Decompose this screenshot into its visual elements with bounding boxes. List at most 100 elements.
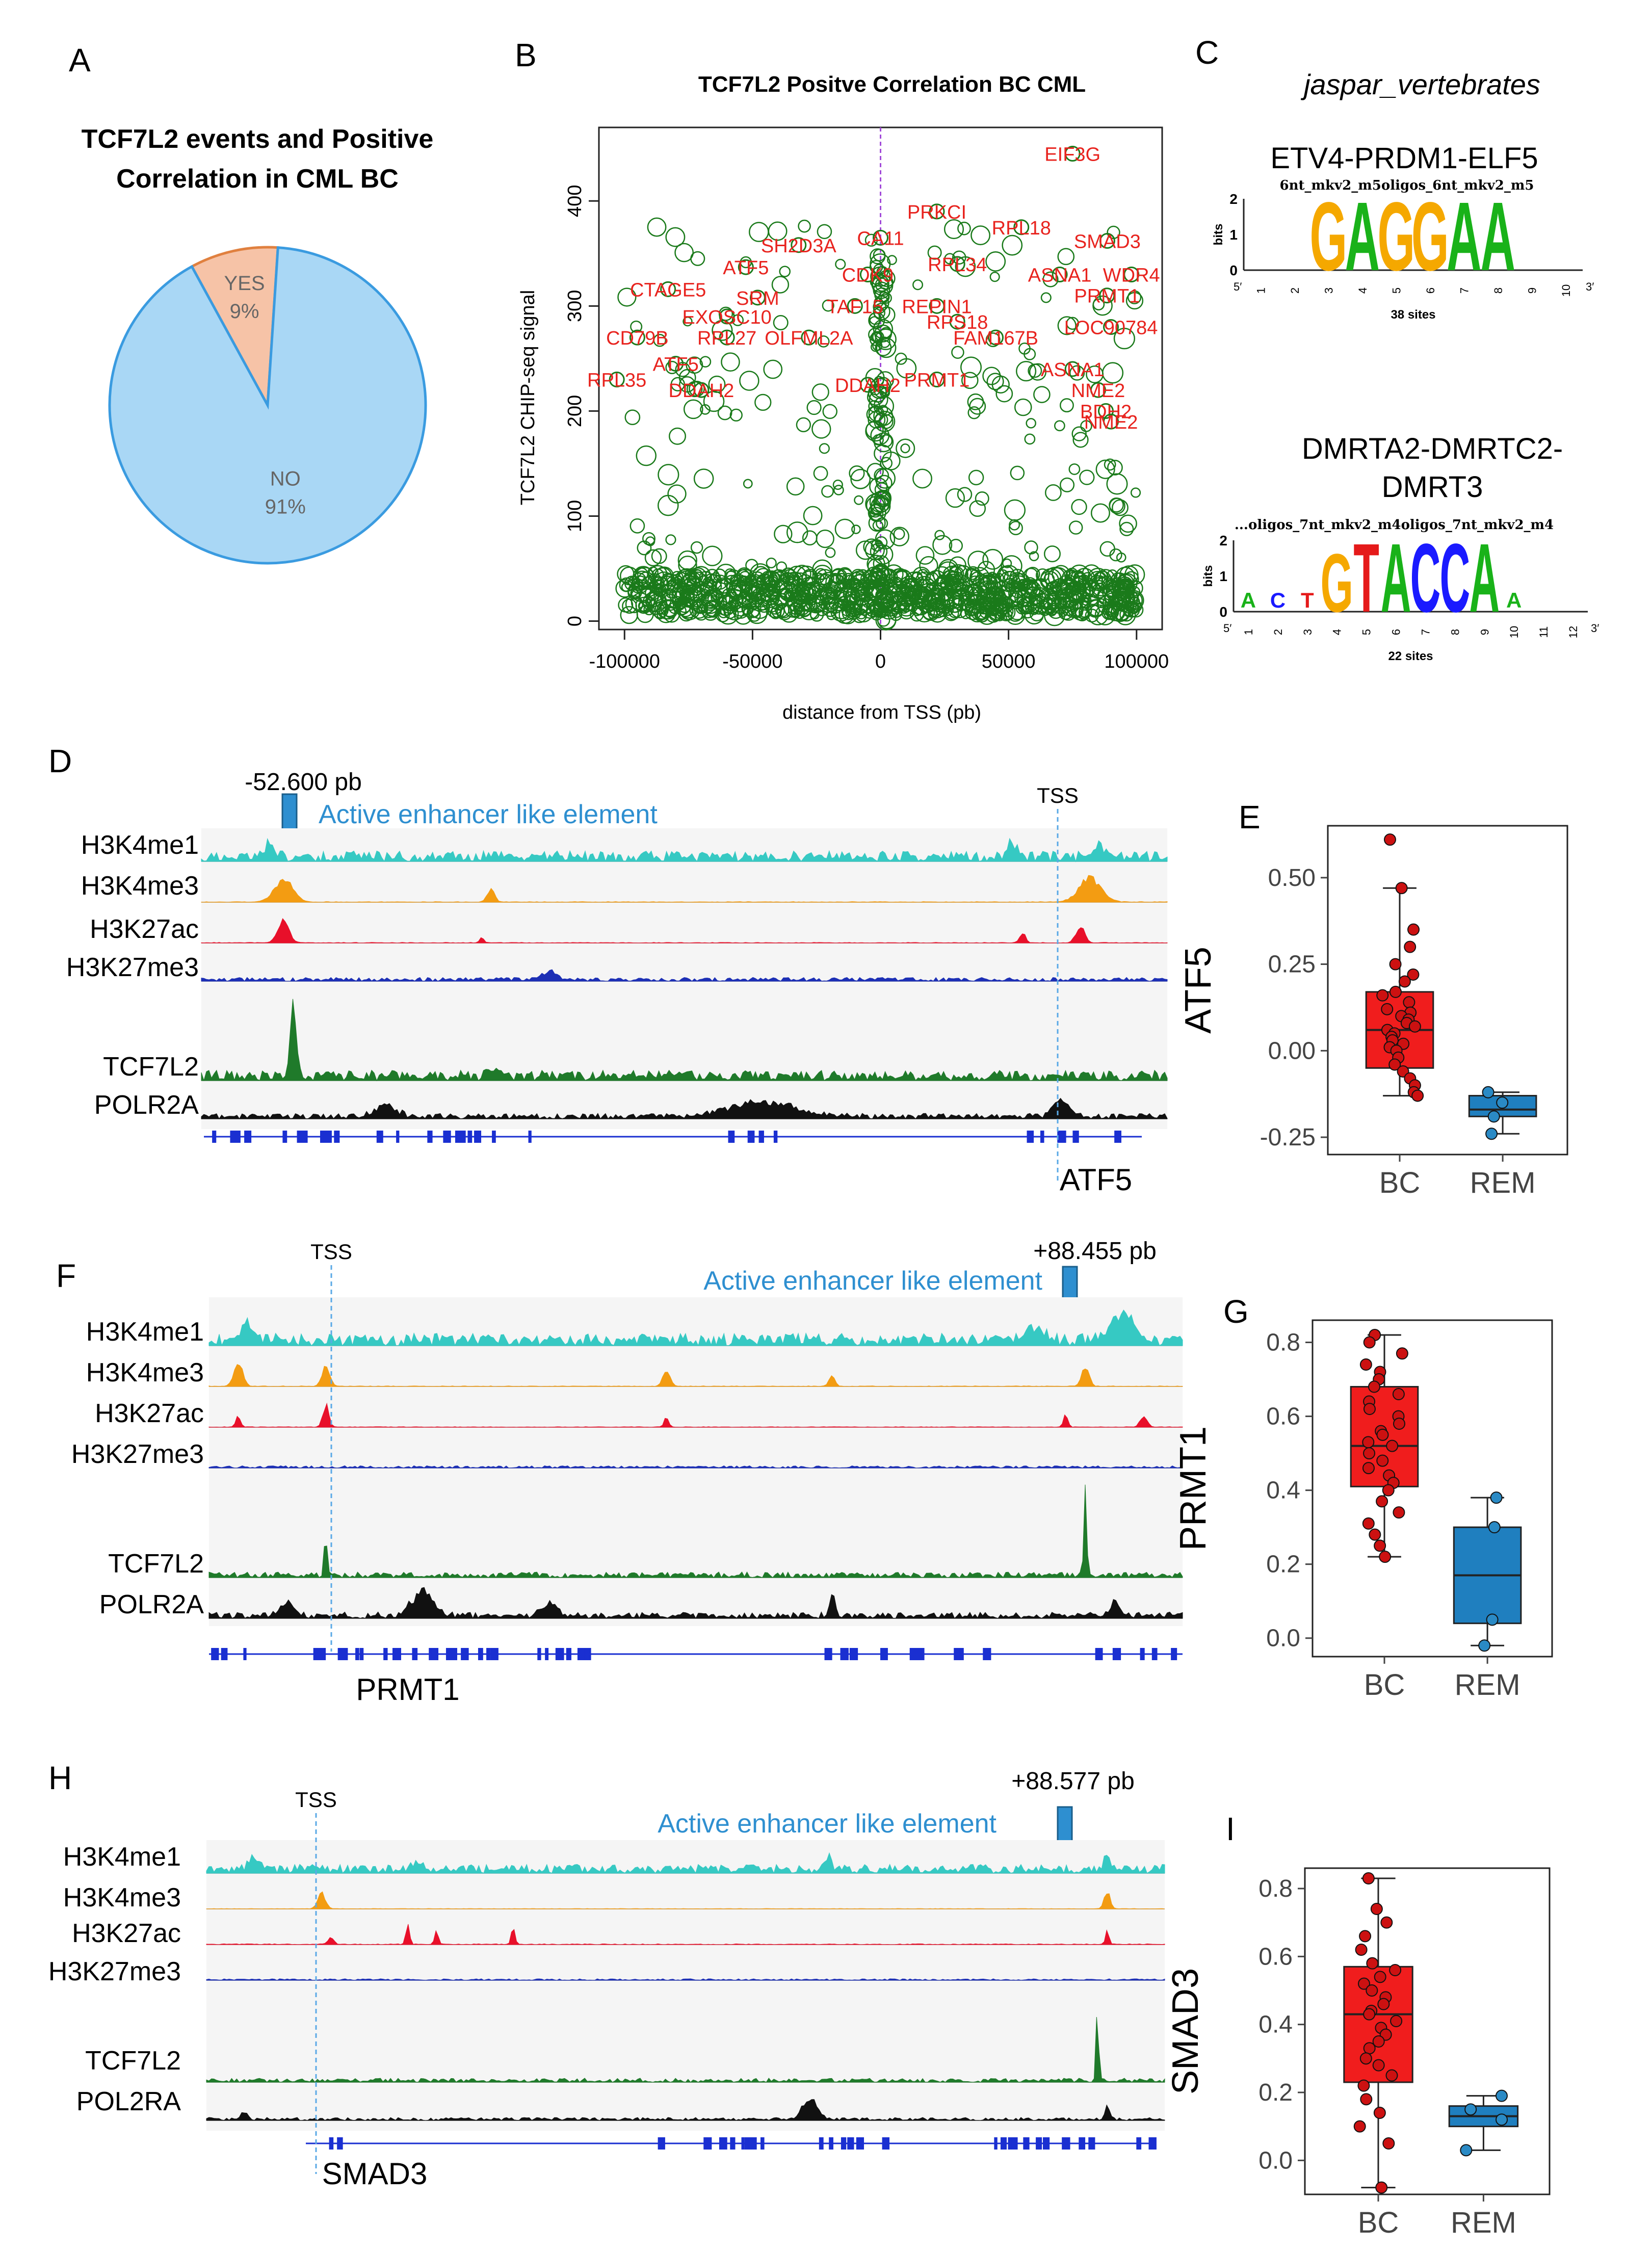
scatter-point (873, 601, 885, 613)
labeled-point (859, 377, 876, 393)
gene-label: ATF5 (653, 354, 699, 376)
scatter-point (747, 605, 760, 618)
track-label: POLR2A (99, 1590, 204, 1619)
scatter-point (745, 591, 763, 610)
exon (230, 1131, 238, 1143)
scatter-point (667, 484, 687, 504)
scatter-point (825, 572, 846, 593)
exon (461, 1648, 469, 1660)
exon (211, 1648, 219, 1660)
scatter-point (665, 360, 679, 375)
exon (741, 2137, 745, 2150)
scatter-point (670, 377, 685, 391)
exon (474, 1131, 482, 1143)
scatter-point (657, 494, 679, 516)
logo-letter-small: A (1506, 588, 1522, 612)
logo-letter-g: G (1321, 537, 1353, 630)
scatter-point (1102, 592, 1124, 614)
scatter-point (985, 251, 1006, 272)
scatter-point (1127, 290, 1142, 304)
track-signal (208, 1484, 1183, 1579)
gene-label: RPL27 (697, 328, 756, 349)
scatter-point (821, 485, 834, 498)
exon (528, 1131, 532, 1143)
exon (236, 1131, 241, 1143)
y-tick-label: -0.25 (1260, 1124, 1316, 1151)
exon (1114, 1131, 1120, 1143)
gene-label: NME2 (1084, 412, 1138, 433)
track-label: H3K27ac (90, 914, 199, 944)
logo-letter-g: G (1377, 182, 1415, 292)
data-point (1411, 1089, 1424, 1102)
scatter-point (817, 335, 830, 348)
scatter-point (1054, 420, 1065, 432)
scatter-point (689, 572, 701, 585)
exon (467, 1131, 473, 1143)
box-y-axis-label: ATF5 (1178, 947, 1219, 1034)
logo-position-label: 6 (1424, 287, 1437, 294)
scatter-point (1024, 540, 1038, 555)
scatter-point (961, 599, 975, 613)
scatter-point (877, 592, 895, 609)
enhancer-distance-label: +88.455 pb (1033, 1238, 1157, 1265)
gene-label: EXOSC10 (682, 307, 771, 328)
data-point (1373, 2107, 1386, 2119)
y-tick-label: 0.00 (1268, 1037, 1316, 1064)
exon (1095, 1648, 1100, 1660)
enhancer-box (1062, 1266, 1078, 1303)
logo-letter-c: C (1440, 523, 1471, 633)
scatter-point (1113, 572, 1127, 586)
exon (1112, 1648, 1121, 1660)
scatter-point (871, 539, 883, 552)
exon (478, 1648, 483, 1660)
scatter-point (741, 594, 757, 610)
data-point (1496, 1096, 1509, 1109)
logo-y-tick-label: 2 (1229, 191, 1238, 207)
data-point (1460, 2144, 1473, 2157)
exon (730, 2137, 736, 2150)
scatter-point (743, 479, 753, 489)
exon (1042, 2137, 1050, 2150)
data-point (1355, 1944, 1368, 1956)
scatter-point (717, 405, 732, 421)
logo-letter-a: A (1345, 182, 1380, 292)
track-label: H3K4me3 (81, 871, 199, 901)
scatter-point (932, 535, 953, 555)
scatter-point (637, 540, 652, 556)
scatter-point (945, 488, 965, 508)
pie-title-line-2: Correlation in CML BC (116, 164, 399, 194)
box-plot-frame (1304, 1867, 1551, 2195)
scatter-point (1005, 605, 1026, 625)
exon (455, 1131, 464, 1143)
scatter-point (1095, 459, 1115, 479)
track-label: H3K27me3 (48, 1957, 181, 1986)
y-tick-label: 0.8 (1258, 1875, 1293, 1902)
labeled-point (859, 266, 876, 282)
scatter-point (1029, 595, 1049, 615)
data-point (1357, 1977, 1370, 1990)
scatter-point (880, 292, 892, 304)
gene-label: ATF5 (723, 257, 769, 279)
panel-letter: H (48, 1760, 72, 1796)
scatter-point (677, 550, 697, 570)
track-signal (201, 918, 1168, 944)
scatter-point (834, 518, 855, 539)
exon (1079, 2137, 1086, 2150)
data-point (1396, 1347, 1408, 1360)
logo-position-label: 1 (1254, 287, 1267, 294)
exon (840, 1648, 849, 1660)
scatter-point (746, 603, 768, 624)
logo-letter-a: A (1381, 523, 1411, 633)
gene-label: RPL35 (587, 370, 646, 391)
scatter-point (980, 596, 1000, 616)
scatter-point (1109, 497, 1124, 513)
scatter-point (875, 339, 892, 356)
y-tick-label: 0 (564, 616, 586, 626)
pie-title-line-1: TCF7L2 events and Positive (82, 124, 434, 154)
logo-y-label: bits (1201, 565, 1215, 587)
scatter-point (720, 595, 739, 614)
scatter-point (982, 548, 1004, 570)
data-point (1363, 1403, 1376, 1416)
scatter-point (874, 468, 889, 484)
scatter-point (912, 279, 924, 291)
